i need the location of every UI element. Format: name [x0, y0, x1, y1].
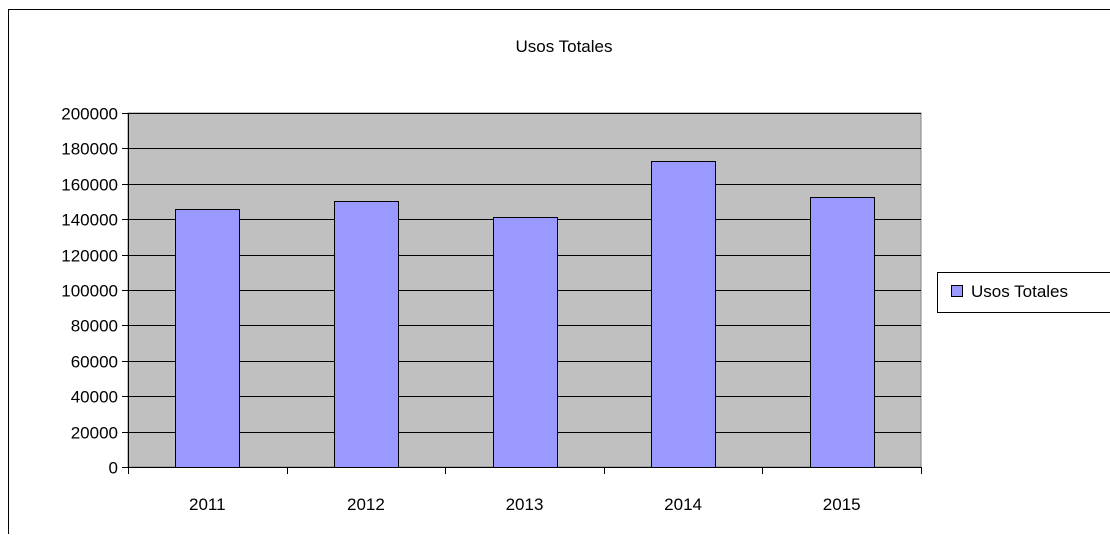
y-tick-label: 160000 [61, 176, 118, 195]
y-tick-label: 140000 [61, 211, 118, 230]
bar-2014 [652, 162, 716, 468]
y-tick-label: 200000 [61, 105, 118, 124]
bar-2013 [494, 218, 558, 468]
y-tick-label: 20000 [71, 424, 118, 443]
x-tick-label: 2014 [664, 495, 702, 514]
y-tick-label: 40000 [71, 388, 118, 407]
bar-2011 [176, 210, 240, 468]
x-tick-label: 2012 [347, 495, 385, 514]
y-tick-label: 60000 [71, 353, 118, 372]
bar-2015 [811, 198, 875, 468]
legend-swatch [952, 286, 963, 297]
legend-label: Usos Totales [971, 282, 1068, 301]
x-tick-label: 2015 [823, 495, 861, 514]
y-tick-label: 0 [109, 459, 118, 478]
y-tick-label: 80000 [71, 317, 118, 336]
y-tick-label: 100000 [61, 282, 118, 301]
bar-2012 [335, 202, 399, 468]
x-tick-label: 2013 [506, 495, 544, 514]
y-tick-label: 180000 [61, 140, 118, 159]
y-tick-label: 120000 [61, 247, 118, 266]
legend: Usos Totales [938, 273, 1110, 313]
x-tick-label: 2011 [189, 495, 226, 514]
chart-title: Usos Totales [515, 37, 612, 56]
